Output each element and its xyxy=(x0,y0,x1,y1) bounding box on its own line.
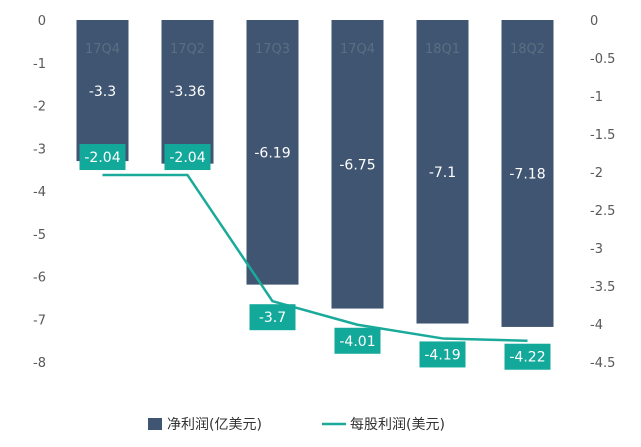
net-profit-bars xyxy=(76,20,554,327)
right-tick-label: -3 xyxy=(590,242,603,257)
category-label: 18Q2 xyxy=(510,42,545,57)
bar xyxy=(501,20,554,327)
bar-value-label: -3.36 xyxy=(169,84,205,100)
eps-value-label: -4.19 xyxy=(419,341,466,368)
left-tick-label: -8 xyxy=(33,356,46,371)
eps-label-box xyxy=(164,144,211,171)
right-tick-label: -4.5 xyxy=(590,356,615,371)
left-tick-label: -6 xyxy=(33,271,46,286)
category-label: 17Q4 xyxy=(340,42,375,57)
right-tick-label: -4 xyxy=(590,318,603,333)
eps-value-label: -3.7 xyxy=(249,304,296,331)
bar-value-label: -6.19 xyxy=(254,145,290,161)
eps-label-box xyxy=(504,343,551,370)
category-label: 18Q1 xyxy=(425,42,460,57)
left-tick-label: 0 xyxy=(38,14,46,29)
eps-value-label: -2.04 xyxy=(164,144,211,171)
legend-swatch-bar xyxy=(148,418,162,430)
bar-value-labels: -3.3 -3.36 -6.19 -6.75 -7.1 -7.18 xyxy=(89,84,546,182)
right-y-axis: 0 -0.5 -1 -1.5 -2 -2.5 -3 -3.5 -4 -4.5 xyxy=(590,14,615,371)
bar-value-label: -7.18 xyxy=(509,166,545,182)
eps-value-label: -4.22 xyxy=(504,343,551,370)
bar xyxy=(416,20,469,324)
bar xyxy=(331,20,384,309)
eps-line xyxy=(102,173,528,342)
right-tick-label: -1 xyxy=(590,90,603,105)
right-tick-label: 0 xyxy=(590,14,598,29)
eps-label-box xyxy=(334,327,381,354)
category-labels: 17Q4 17Q2 17Q3 17Q4 18Q1 18Q2 xyxy=(85,42,545,57)
bar xyxy=(161,20,214,164)
eps-label-text: -4.19 xyxy=(424,347,460,363)
right-tick-label: -1.5 xyxy=(590,128,615,143)
eps-label-text: -2.04 xyxy=(84,150,120,166)
eps-value-label: -2.04 xyxy=(79,144,126,171)
left-tick-label: -5 xyxy=(33,228,46,243)
right-tick-label: -2 xyxy=(590,166,603,181)
bar-value-label: -7.1 xyxy=(429,165,456,181)
left-y-axis: 0 -1 -2 -3 -4 -5 -6 -7 -8 xyxy=(33,14,46,371)
right-tick-label: -3.5 xyxy=(590,280,615,295)
eps-line-series xyxy=(102,173,528,342)
bar xyxy=(76,20,129,162)
eps-label-text: -4.01 xyxy=(339,334,375,350)
right-tick-label: -0.5 xyxy=(590,52,615,67)
eps-label-text: -2.04 xyxy=(169,150,205,166)
bar-value-label: -6.75 xyxy=(339,157,375,173)
legend-label-bar: 净利润(亿美元) xyxy=(167,417,262,433)
left-tick-label: -4 xyxy=(33,185,46,200)
legend: 净利润(亿美元) 每股利润(美元) xyxy=(148,417,445,433)
legend-label-line: 每股利润(美元) xyxy=(350,417,445,433)
left-tick-label: -1 xyxy=(33,57,46,72)
left-tick-label: -2 xyxy=(33,100,46,115)
eps-label-text: -4.22 xyxy=(509,350,545,366)
eps-value-labels: -2.04 -2.04 -3.7 -4.01 -4.19 -4.22 xyxy=(79,144,551,370)
eps-label-box xyxy=(419,341,466,368)
category-label: 17Q4 xyxy=(85,42,120,57)
left-tick-label: -3 xyxy=(33,142,46,157)
eps-value-label: -4.01 xyxy=(334,327,381,354)
bar-value-label: -3.3 xyxy=(89,84,116,100)
category-label: 17Q3 xyxy=(255,42,290,57)
category-label: 17Q2 xyxy=(170,42,205,57)
right-tick-label: -2.5 xyxy=(590,204,615,219)
eps-label-box xyxy=(249,304,296,331)
eps-label-text: -3.7 xyxy=(259,310,286,326)
left-tick-label: -7 xyxy=(33,313,46,328)
eps-label-box xyxy=(79,144,126,171)
bar xyxy=(246,20,299,285)
